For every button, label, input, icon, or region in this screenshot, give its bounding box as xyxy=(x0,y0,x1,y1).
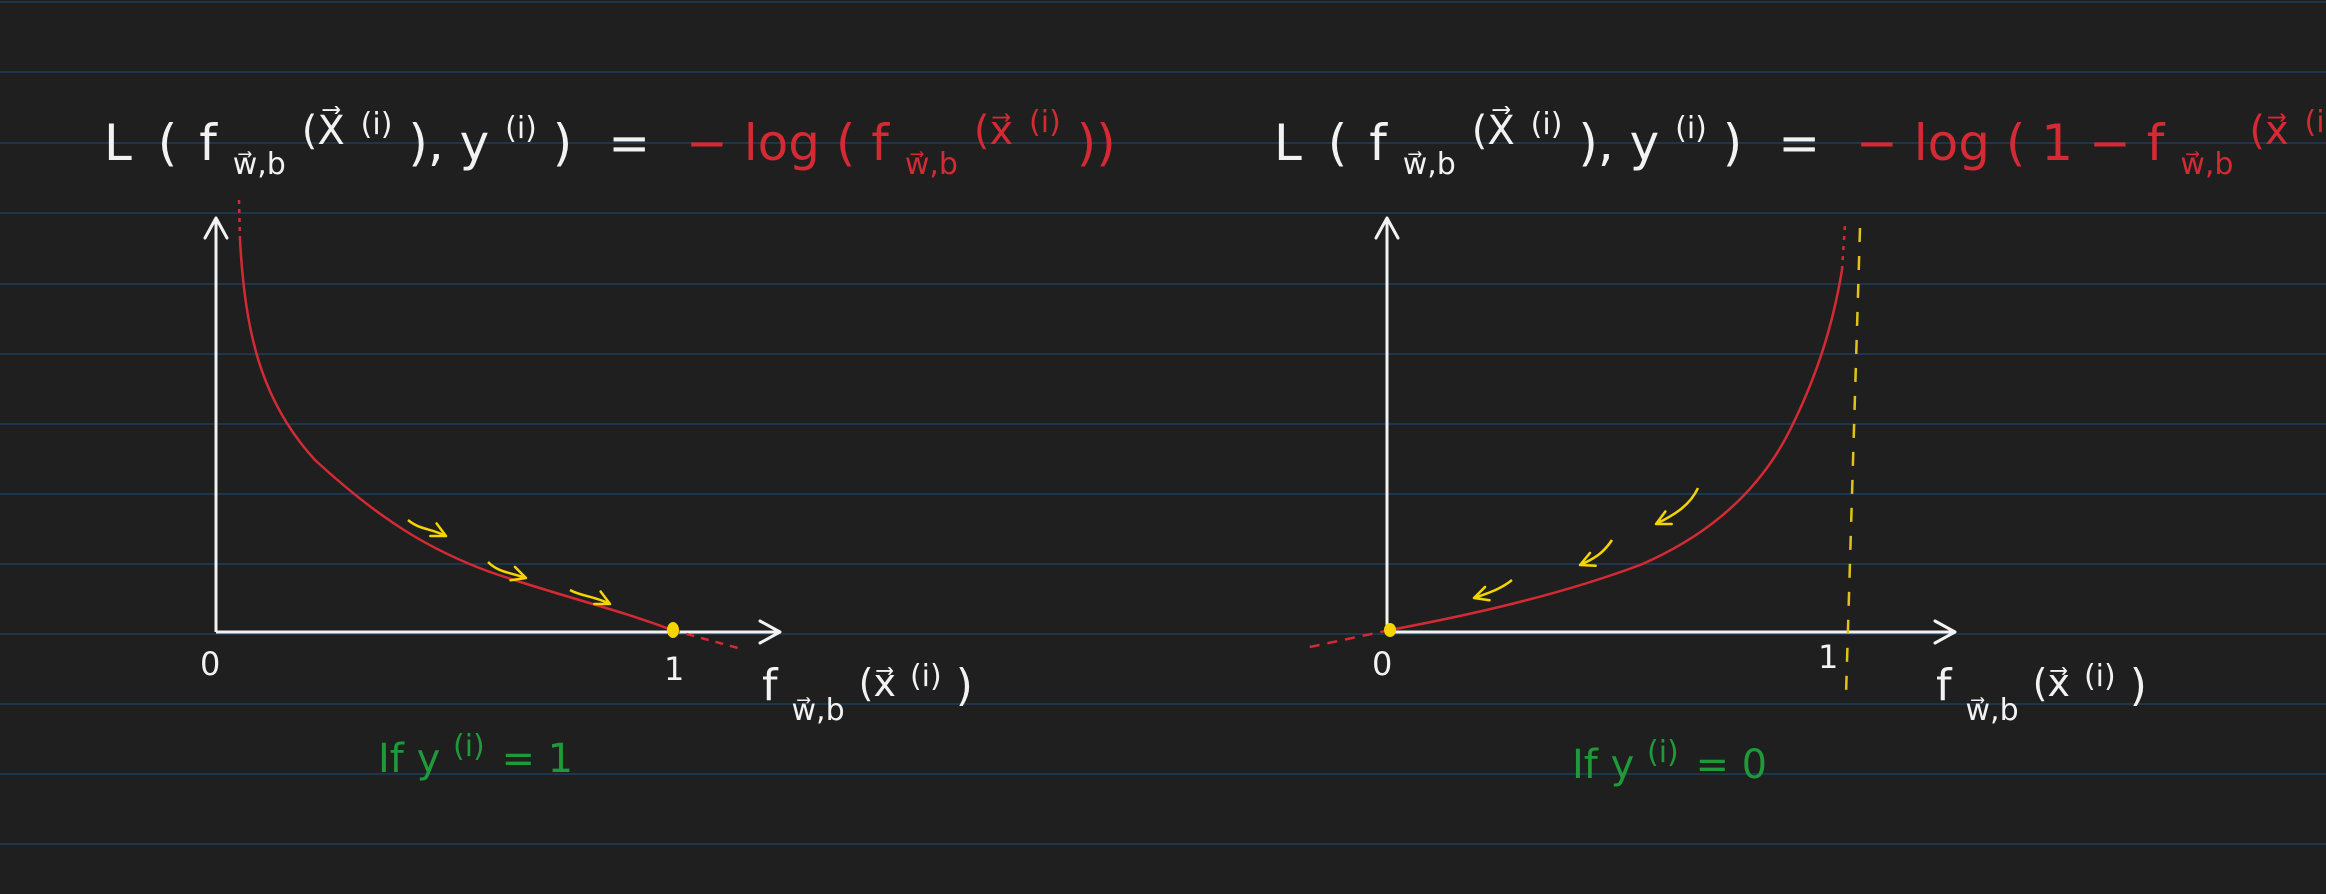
left-one-label: 1 xyxy=(664,650,684,688)
right-descent-arrow-3 xyxy=(1472,579,1513,602)
right-curve-extension-left xyxy=(1304,628,1391,650)
left-descent-arrow-3 xyxy=(569,588,612,606)
right-loss-curve xyxy=(1389,269,1844,632)
left-descent-arrow-2 xyxy=(487,561,528,582)
left-curve-extension-right xyxy=(671,628,739,650)
left-curve-extension-top xyxy=(237,199,242,241)
right-descent-arrow-1 xyxy=(1654,487,1700,526)
left-condition-label: If y (i) = 1 xyxy=(378,720,573,782)
left-diagram: L ( f w⃗,b (X⃗ (i) ), y (i) ) = − log ( … xyxy=(104,86,1116,782)
right-loss-formula: L ( f w⃗,b (X⃗ (i) ), y (i) ) = − log ( … xyxy=(1274,86,2326,186)
right-origin-label: 0 xyxy=(1372,645,1392,683)
right-curve-extension-top xyxy=(1840,224,1847,271)
left-descent-arrow-1 xyxy=(407,519,448,538)
right-condition-label: If y (i) = 0 xyxy=(1572,726,1767,788)
right-x-axis-label: f w⃗,b (x⃗ (i) ) xyxy=(1936,646,2147,731)
right-descent-arrow-2 xyxy=(1578,539,1614,568)
left-minimum-point xyxy=(667,622,679,638)
right-asymptote-line xyxy=(1844,227,1862,696)
right-minimum-point xyxy=(1384,623,1396,637)
left-x-axis-label: f w⃗,b (x⃗ (i) ) xyxy=(762,646,973,731)
right-diagram: L ( f w⃗,b (X⃗ (i) ), y (i) ) = − log ( … xyxy=(1274,86,2326,788)
left-loss-formula: L ( f w⃗,b (X⃗ (i) ), y (i) ) = − log ( … xyxy=(104,86,1116,186)
right-one-label: 1 xyxy=(1818,638,1838,676)
left-loss-curve xyxy=(238,239,673,632)
left-origin-label: 0 xyxy=(200,645,220,683)
